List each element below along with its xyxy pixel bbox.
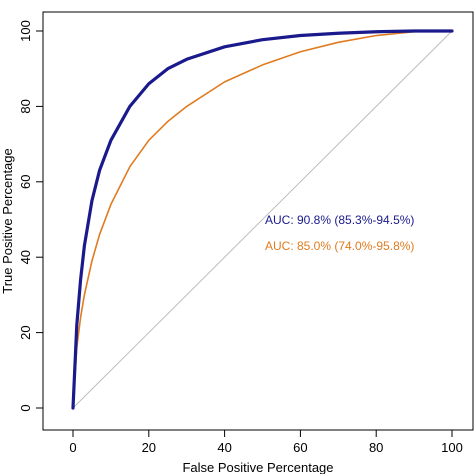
y-tick-label: 0 [18, 404, 33, 411]
reference-layer [72, 30, 453, 409]
plot-frame [42, 11, 474, 431]
y-axis-title: True Positive Percentage [0, 148, 15, 293]
x-tick-label: 20 [142, 440, 156, 455]
y-tick-label: 40 [18, 250, 33, 264]
x-tick-label: 80 [369, 440, 383, 455]
x-tick-label: 60 [293, 440, 307, 455]
auc-annotation-1: AUC: 90.8% (85.3%-94.5%) [265, 213, 414, 227]
y-tick-label: 60 [18, 175, 33, 189]
y-tick-label: 20 [18, 325, 33, 339]
annotation-layer: AUC: 90.8% (85.3%-94.5%) AUC: 85.0% (74.0… [265, 213, 414, 253]
x-tick-label: 40 [217, 440, 231, 455]
x-axis-title: False Positive Percentage [182, 460, 333, 474]
x-tick-label: 0 [69, 440, 76, 455]
x-tick-label: 100 [441, 440, 463, 455]
series-line-2 [72, 30, 453, 409]
series-layer [71, 29, 454, 410]
auc-annotation-2: AUC: 85.0% (74.0%-95.8%) [265, 239, 414, 253]
y-tick-label: 80 [18, 99, 33, 113]
axis-layer: 0 20 40 60 80 100 0 20 40 60 80 100 [18, 11, 474, 455]
y-tick-label: 100 [18, 20, 33, 42]
series-line-1 [71, 29, 454, 410]
reference-diagonal-line [72, 30, 453, 409]
